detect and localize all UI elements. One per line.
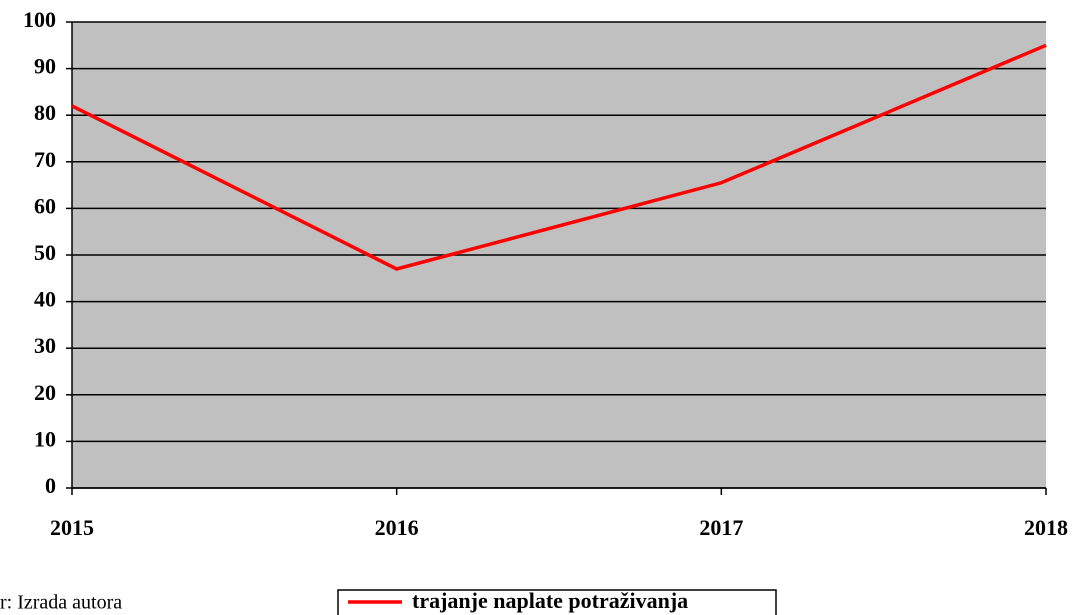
x-tick-label: 2017 bbox=[699, 515, 743, 540]
y-tick-label: 30 bbox=[34, 333, 56, 358]
y-tick-label: 0 bbox=[45, 473, 56, 498]
y-tick-label: 90 bbox=[34, 54, 56, 79]
y-tick-label: 80 bbox=[34, 100, 56, 125]
y-tick-label: 100 bbox=[23, 7, 56, 32]
y-tick-label: 70 bbox=[34, 147, 56, 172]
y-tick-label: 40 bbox=[34, 287, 56, 312]
legend-box bbox=[337, 589, 777, 615]
y-tick-label: 10 bbox=[34, 426, 56, 451]
x-tick-label: 2016 bbox=[375, 515, 419, 540]
y-tick-label: 50 bbox=[34, 240, 56, 265]
y-tick-label: 20 bbox=[34, 380, 56, 405]
x-tick-label: 2018 bbox=[1024, 515, 1068, 540]
source-note: r: Izrada autora bbox=[0, 592, 122, 614]
data-line bbox=[71, 43, 1047, 271]
x-tick-label: 2015 bbox=[50, 515, 94, 540]
y-tick-label: 60 bbox=[34, 193, 56, 218]
legend-label: trajanje naplate potraživanja bbox=[412, 588, 688, 613]
